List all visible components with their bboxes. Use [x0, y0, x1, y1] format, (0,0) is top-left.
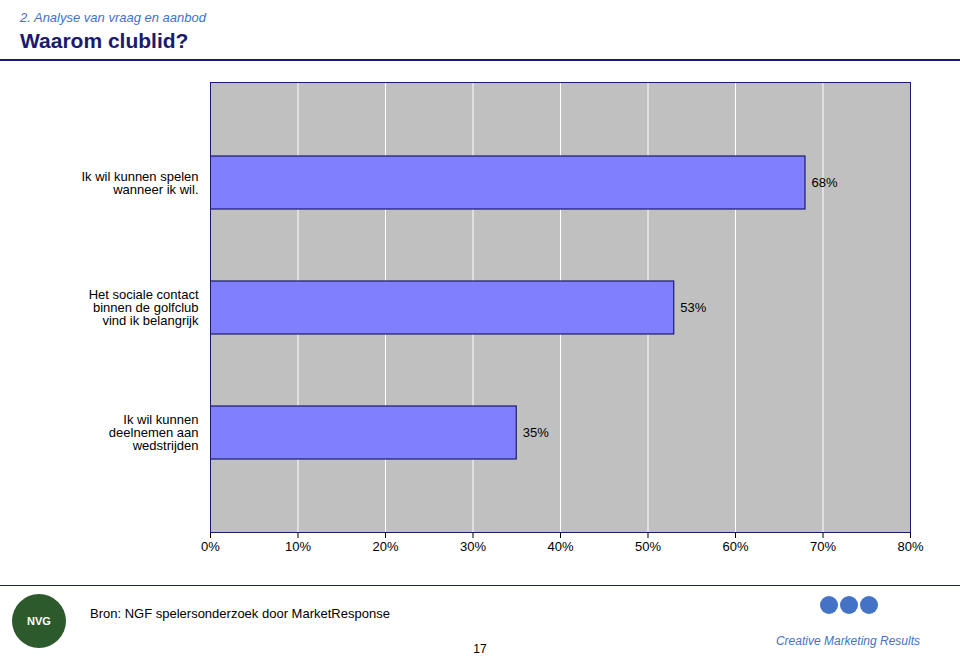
svg-text:53%: 53%: [680, 300, 706, 315]
svg-text:Het sociale contactbinnen de g: Het sociale contactbinnen de golfclubvin…: [89, 287, 199, 328]
html-text:Waarom clublid?: Waarom clublid?: [20, 29, 189, 52]
svg-text:30%: 30%: [460, 539, 486, 554]
svg-text:80%: 80%: [897, 539, 923, 554]
svg-text:68%: 68%: [812, 175, 838, 190]
svg-text:40%: 40%: [547, 539, 573, 554]
svg-text:70%: 70%: [810, 539, 836, 554]
html-text:NVG: NVG: [27, 615, 51, 627]
svg-text:35%: 35%: [523, 425, 549, 440]
svg-text:10%: 10%: [285, 539, 311, 554]
html-text:Bron: NGF spelersonderzoek doo: Bron: NGF spelersonderzoek door MarketRe…: [90, 606, 390, 621]
svg-text:50%: 50%: [635, 539, 661, 554]
svg-text:20%: 20%: [372, 539, 398, 554]
svg-text:Ik wil kunnendeelnemen aanweds: Ik wil kunnendeelnemen aanwedstrijden: [109, 412, 199, 453]
svg-text:Ik wil kunnen spelenwanneer ik: Ik wil kunnen spelenwanneer ik wil.: [81, 169, 198, 197]
svg-text:60%: 60%: [722, 539, 748, 554]
svg-text:0%: 0%: [201, 539, 220, 554]
html-text:Creative Marketing Results: Creative Marketing Results: [775, 634, 920, 648]
html-text:2. Analyse van vraag en aanbod: 2. Analyse van vraag en aanbod: [20, 10, 206, 25]
html-text:17: 17: [473, 642, 487, 656]
